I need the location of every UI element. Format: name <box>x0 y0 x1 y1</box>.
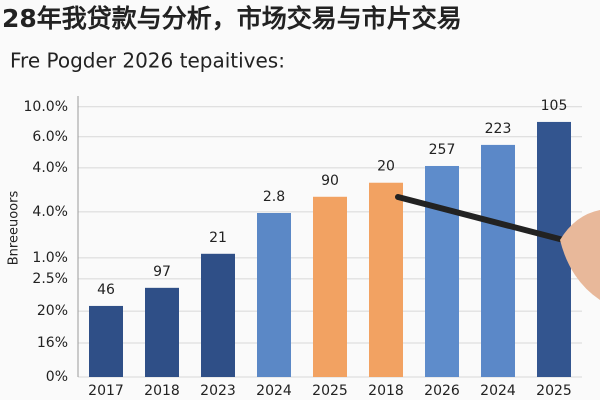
x-tick-label: 2018 <box>368 383 404 399</box>
pen <box>395 194 578 246</box>
bar <box>201 253 235 377</box>
y-tick-label: 4.0% <box>32 160 68 176</box>
y-tick-label: 1.0% <box>32 250 68 266</box>
y-tick-label: 4.0% <box>32 204 68 220</box>
x-tick-label: 2017 <box>88 383 124 399</box>
chart-subtitle: Fre Pogder 2026 tepaitives: <box>10 49 285 73</box>
bar-annotation: 20 <box>377 159 395 175</box>
y-tick-label: 2.5% <box>32 271 68 287</box>
x-tick-label: 2024 <box>480 383 516 399</box>
bar <box>89 305 123 377</box>
y-tick-label: 6.0% <box>32 129 68 145</box>
y-tick-label: 10.0% <box>24 99 68 115</box>
x-tick-label: 2025 <box>312 383 348 399</box>
bar-annotation: 46 <box>97 282 115 298</box>
x-tick-label: 2024 <box>256 383 292 399</box>
y-tick-label: 16% <box>37 335 68 351</box>
bar-annotation: 223 <box>485 121 512 137</box>
plot: 0% 16% 20% 2.5% 1.0% 4.0% 4.0% 6.0% 10.0% 2017 46 2… <box>24 96 582 399</box>
bar-annotation: 21 <box>209 230 227 246</box>
x-tick-label: 2018 <box>144 383 180 399</box>
bar-annotation: 105 <box>541 98 568 114</box>
bar <box>313 196 347 377</box>
x-tick-label: 2026 <box>424 383 460 399</box>
bar <box>369 182 403 377</box>
bar <box>481 144 515 377</box>
x-tick-label: 2023 <box>200 383 236 399</box>
hand-with-pen <box>395 194 600 300</box>
y-tick-label: 20% <box>37 303 68 319</box>
chart-title: 28年我贷款与分析，市场交易与市片交易 <box>2 4 462 33</box>
y-axis-label: Bnreeuoors <box>7 191 22 266</box>
bar <box>145 287 179 377</box>
bar-annotation: 2.8 <box>263 189 285 205</box>
x-tick-label: 2025 <box>536 383 572 399</box>
hand <box>560 210 600 300</box>
bar-annotation: 97 <box>153 264 171 280</box>
bar <box>425 165 459 377</box>
bar-annotation: 90 <box>321 173 339 189</box>
bar <box>257 212 291 377</box>
y-tick-label: 0% <box>46 369 68 385</box>
bar-annotation: 257 <box>429 142 456 158</box>
